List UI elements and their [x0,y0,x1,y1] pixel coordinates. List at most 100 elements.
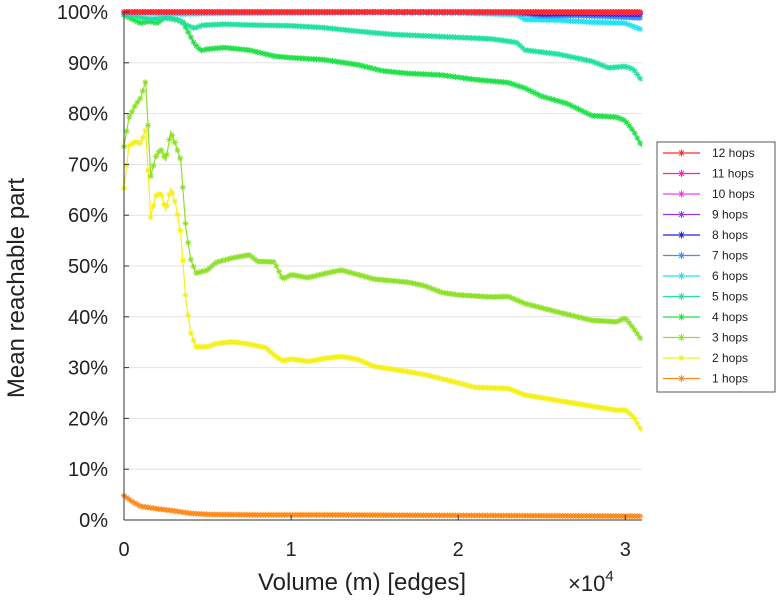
series-marker [268,349,275,356]
series-marker [420,282,427,289]
series-marker [260,344,267,351]
series-marker [134,18,141,25]
series-marker [361,63,368,70]
legend-label: 5 hops [712,290,748,304]
series-marker [177,155,184,162]
series-marker [353,356,360,363]
series-marker [516,83,523,90]
legend-marker [678,149,685,157]
series-marker [147,214,154,221]
series-marker [254,343,261,350]
series-marker [284,273,291,280]
series-marker [195,269,202,276]
series-marker [636,75,643,82]
series-marker [634,24,641,31]
legend-item: 4 hops [663,310,748,324]
series-marker [463,382,470,389]
series-marker [308,273,315,280]
series-marker [209,342,216,349]
series-marker [158,192,165,199]
series-marker [572,54,579,61]
series-marker [620,20,627,27]
series-marker [174,211,181,218]
series-marker [358,358,365,365]
legend-marker [678,211,685,218]
series-marker [599,62,606,69]
series-marker [511,39,518,46]
series-marker [284,356,291,363]
series-marker [193,42,200,49]
series-marker [161,153,168,160]
series-marker [631,67,638,74]
legend-label: 10 hops [712,187,755,201]
series-marker [321,270,328,277]
legend-items: 12 hops 11 hops 10 hops 9 hops 8 hops 7 hops 6… [663,146,755,386]
series-marker [511,296,518,303]
series-marker [214,258,221,265]
x-tick-label: 3 [620,539,631,561]
series-marker [636,513,643,520]
series-marker [353,271,360,278]
legend-label: 12 hops [712,146,755,160]
series-marker [270,351,277,358]
series-marker [631,415,638,422]
series-marker [636,334,643,341]
x-tick-label: 1 [286,539,297,561]
series-marker [570,103,577,110]
series-marker [324,270,331,277]
series-marker [318,271,325,278]
series-5-hops [121,11,643,82]
series-marker [580,315,587,322]
series-marker [126,114,133,121]
legend-item: 11 hops [663,167,754,181]
series-marker [433,287,440,294]
series-marker [620,117,627,124]
series-marker [615,114,622,121]
series-marker [551,308,558,315]
series-marker [516,389,523,396]
series-marker [182,292,189,299]
series-marker [142,19,149,26]
series-marker [185,239,192,246]
series-2-hops [121,127,643,432]
y-tick-label: 10% [68,459,108,481]
series-marker [129,140,136,147]
series-marker [564,53,571,60]
series-marker [556,51,563,58]
series-marker [150,162,157,169]
series-marker [540,305,547,312]
y-tick-label: 90% [68,53,108,75]
series-marker [358,272,365,279]
series-marker [628,412,635,419]
legend-label: 7 hops [712,249,748,263]
series-marker [190,263,197,270]
series-marker [366,64,373,71]
series-marker [361,273,368,280]
series-marker [623,119,630,126]
series-marker [623,63,630,70]
series-marker [185,22,192,29]
series-marker [586,57,593,64]
series-marker [358,62,365,69]
series-marker [206,343,213,350]
series-marker [636,139,643,146]
legend-marker [678,313,685,321]
series-3-hops [121,79,643,342]
legend-item: 7 hops [663,249,748,263]
series-marker [519,84,526,91]
series-marker [123,128,130,135]
series-marker [134,99,141,106]
series-marker [276,355,283,362]
series-marker [578,314,585,321]
series-marker [270,258,277,265]
series-marker [131,499,138,506]
series-marker [618,316,625,323]
series-marker [158,147,165,154]
legend-item: 9 hops [663,208,748,222]
series-marker [626,410,633,417]
series-marker [634,330,641,337]
series-marker [246,252,253,259]
x-axis-title: Volume (m) [edges] [258,569,466,596]
series-marker [198,268,205,275]
series-marker [153,192,160,199]
